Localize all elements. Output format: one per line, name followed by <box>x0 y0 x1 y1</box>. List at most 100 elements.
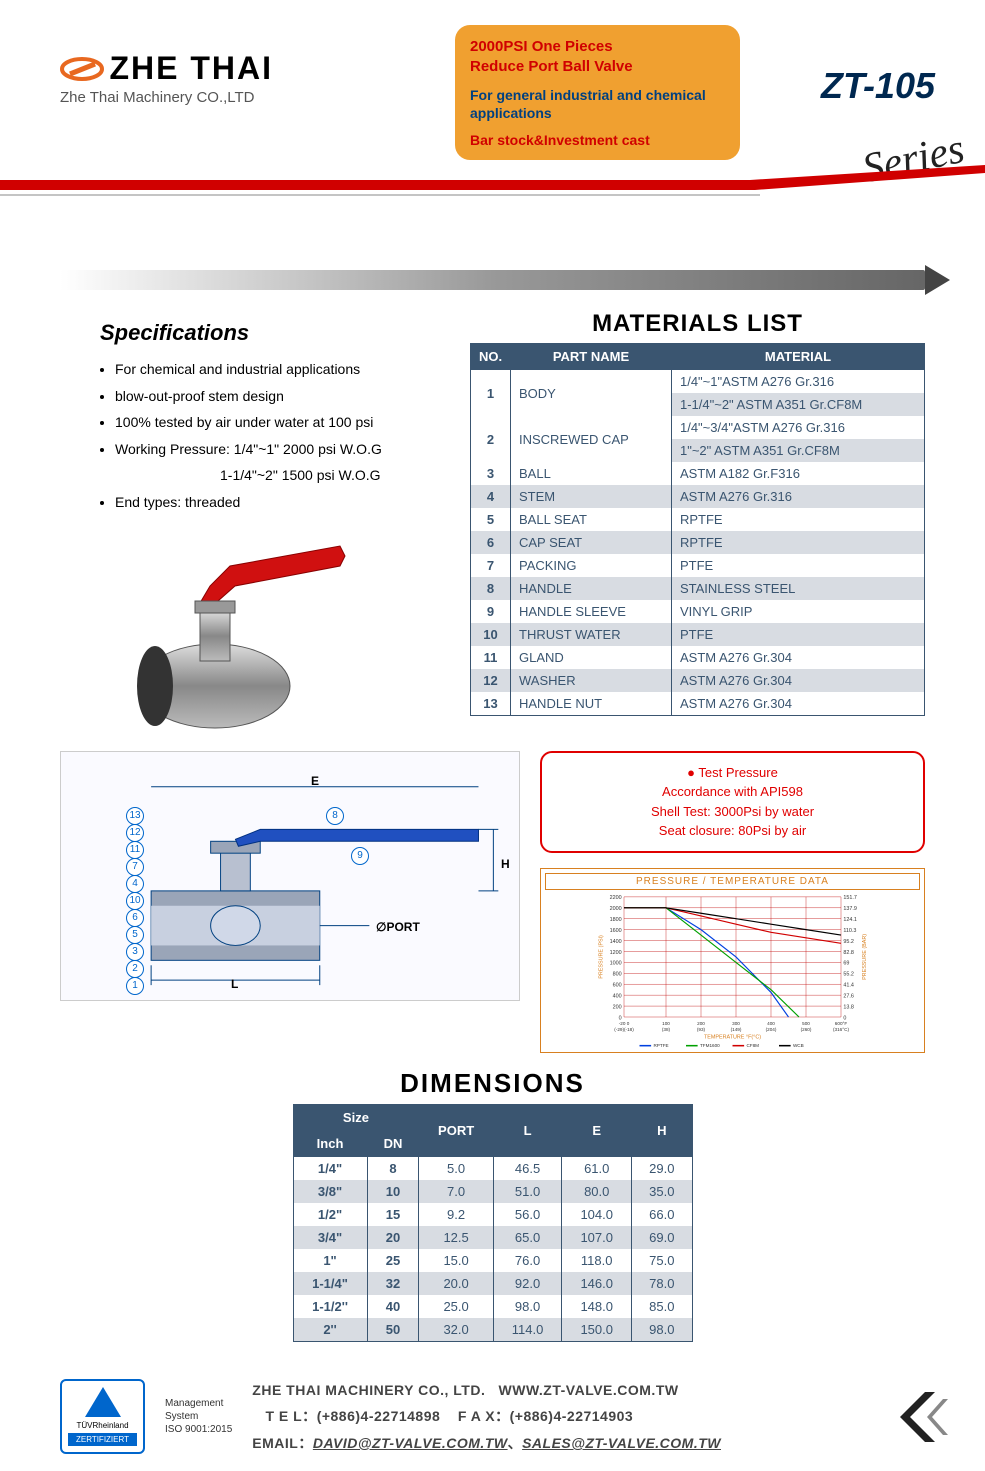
footer-company: ZHE THAI MACHINERY CO., LTD. <box>252 1382 485 1398</box>
product-title-2: Reduce Port Ball Valve <box>470 57 725 77</box>
dim-port-label: ∅PORT <box>376 920 420 934</box>
mat-part: BODY <box>511 370 672 417</box>
mat-material: ASTM A276 Gr.304 <box>671 692 924 716</box>
tuv-cert-badge: TÜVRheinland ZERTIFIZIERT <box>60 1379 145 1455</box>
svg-text:55.2: 55.2 <box>843 971 854 977</box>
svg-text:(149): (149) <box>731 1027 742 1032</box>
fax-value: (+886)4-22714903 <box>510 1408 634 1424</box>
dim-h: 69.0 <box>632 1226 692 1249</box>
materials-title: MATERIALS LIST <box>470 310 925 338</box>
email-2[interactable]: SALES@ZT-VALVE.COM.TW <box>522 1435 721 1451</box>
dim-inch: 3/8" <box>293 1180 367 1203</box>
mat-part: HANDLE <box>511 577 672 600</box>
dim-h: 75.0 <box>632 1249 692 1272</box>
svg-text:400: 400 <box>613 993 622 999</box>
spec-item-indent: 1-1/4"~2" 1500 psi W.O.G <box>220 462 440 489</box>
dim-header-dn: DN <box>367 1130 419 1156</box>
svg-text:124.1: 124.1 <box>843 917 857 923</box>
svg-text:41.4: 41.4 <box>843 982 854 988</box>
svg-text:TFM1600: TFM1600 <box>700 1043 720 1048</box>
mat-material: PTFE <box>671 554 924 577</box>
callout-5: 5 <box>126 926 144 944</box>
svg-text:2200: 2200 <box>610 895 622 901</box>
mat-part: GLAND <box>511 646 672 669</box>
svg-text:69: 69 <box>843 960 849 966</box>
callout-7: 7 <box>126 858 144 876</box>
svg-text:200: 200 <box>613 1004 622 1010</box>
mat-material: RPTFE <box>671 508 924 531</box>
dim-l: 98.0 <box>493 1295 562 1318</box>
product-sub-2: Bar stock&Investment cast <box>470 132 725 148</box>
svg-text:27.6: 27.6 <box>843 993 854 999</box>
dim-h: 85.0 <box>632 1295 692 1318</box>
dimension-diagram: 13 12 11 7 4 10 6 5 3 2 1 8 9 E H L ∅POR… <box>60 751 520 1001</box>
dim-e-label: E <box>311 774 319 788</box>
mat-material: STAINLESS STEEL <box>671 577 924 600</box>
mat-header-part: PART NAME <box>511 344 672 370</box>
footer-web: WWW.ZT-VALVE.COM.TW <box>499 1382 679 1398</box>
mat-material: ASTM A276 Gr.304 <box>671 669 924 692</box>
mat-material: PTFE <box>671 623 924 646</box>
dim-header-e: E <box>562 1104 632 1156</box>
callout-9: 9 <box>351 847 369 865</box>
svg-text:400: 400 <box>767 1020 775 1025</box>
svg-text:1200: 1200 <box>610 949 622 955</box>
svg-text:CF8M: CF8M <box>746 1043 759 1048</box>
callout-13: 13 <box>126 807 144 825</box>
dim-dn: 40 <box>367 1295 419 1318</box>
mat-no: 1 <box>471 370 511 417</box>
svg-text:1000: 1000 <box>610 960 622 966</box>
footer-contact: ZHE THAI MACHINERY CO., LTD. WWW.ZT-VALV… <box>252 1377 925 1457</box>
dim-inch: 1/4" <box>293 1156 367 1180</box>
email-sep: 、 <box>508 1435 523 1451</box>
svg-text:1800: 1800 <box>610 917 622 923</box>
dim-e: 80.0 <box>562 1180 632 1203</box>
materials-table: NO. PART NAME MATERIAL 1BODY1/4"~1"ASTM … <box>470 343 925 716</box>
callout-4: 4 <box>126 875 144 893</box>
mat-part: BALL <box>511 462 672 485</box>
mat-no: 6 <box>471 531 511 554</box>
svg-text:13.8: 13.8 <box>843 1004 854 1010</box>
svg-text:RPTFE: RPTFE <box>653 1043 668 1048</box>
mat-material: ASTM A182 Gr.F316 <box>671 462 924 485</box>
test-line: Accordance with API598 <box>567 782 898 802</box>
dim-l: 65.0 <box>493 1226 562 1249</box>
dim-h: 78.0 <box>632 1272 692 1295</box>
svg-text:(316°C): (316°C) <box>833 1027 849 1032</box>
dim-h: 35.0 <box>632 1180 692 1203</box>
dim-e: 148.0 <box>562 1295 632 1318</box>
mat-material: 1/4"~1"ASTM A276 Gr.316 <box>671 370 924 394</box>
mat-part: BALL SEAT <box>511 508 672 531</box>
mat-part: HANDLE SLEEVE <box>511 600 672 623</box>
mat-part: INSCREWED CAP <box>511 416 672 462</box>
dim-e: 61.0 <box>562 1156 632 1180</box>
dim-port: 12.5 <box>419 1226 493 1249</box>
dim-h: 66.0 <box>632 1203 692 1226</box>
email-1[interactable]: DAVID@ZT-VALVE.COM.TW <box>313 1435 508 1451</box>
dim-l: 114.0 <box>493 1318 562 1342</box>
dim-inch: 1" <box>293 1249 367 1272</box>
svg-text:95.2: 95.2 <box>843 938 854 944</box>
dim-l: 76.0 <box>493 1249 562 1272</box>
svg-text:137.9: 137.9 <box>843 906 857 912</box>
dim-e: 104.0 <box>562 1203 632 1226</box>
mat-material: ASTM A276 Gr.304 <box>671 646 924 669</box>
product-sub-1: For general industrial and chemical appl… <box>470 86 725 122</box>
dim-l: 92.0 <box>493 1272 562 1295</box>
dim-e: 146.0 <box>562 1272 632 1295</box>
callout-3: 3 <box>126 943 144 961</box>
callout-12: 12 <box>126 824 144 842</box>
pressure-temperature-chart: PRESSURE / TEMPERATURE DATA 0020013.8400… <box>540 868 925 1053</box>
dim-header-h: H <box>632 1104 692 1156</box>
spec-item: Working Pressure: 1/4"~1" 2000 psi W.O.G <box>115 436 440 463</box>
svg-text:300: 300 <box>732 1020 740 1025</box>
logo-area: ZHE THAI Zhe Thai Machinery CO.,LTD <box>60 50 273 106</box>
svg-text:(-29)(-18): (-29)(-18) <box>614 1027 634 1032</box>
divider-icon <box>0 165 985 210</box>
mat-no: 10 <box>471 623 511 646</box>
dim-port: 25.0 <box>419 1295 493 1318</box>
mat-no: 5 <box>471 508 511 531</box>
svg-text:82.8: 82.8 <box>843 949 854 955</box>
svg-text:WCB: WCB <box>793 1043 804 1048</box>
dim-inch: 2'' <box>293 1318 367 1342</box>
